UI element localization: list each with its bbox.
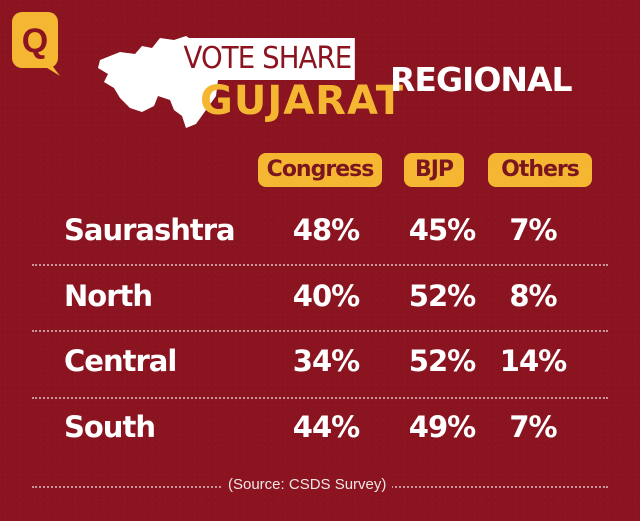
chart-subtitle: GUJARAT xyxy=(200,78,405,124)
row-label-central: Central xyxy=(64,344,177,378)
source-note: (Source: CSDS Survey) xyxy=(222,474,393,496)
row-label-north: North xyxy=(64,279,153,313)
row-divider xyxy=(32,330,608,332)
row-label-south: South xyxy=(64,410,156,444)
svg-text:Q: Q xyxy=(22,22,48,60)
row-label-saurashtra: Saurashtra xyxy=(64,213,236,247)
cell-central-bjp: 52% xyxy=(408,344,476,378)
cell-saurashtra-bjp: 45% xyxy=(408,213,476,247)
cell-central-others: 14% xyxy=(499,344,567,378)
column-header-congress: Congress xyxy=(258,153,382,187)
cell-south-congress: 44% xyxy=(292,410,360,444)
cell-north-congress: 40% xyxy=(292,279,360,313)
cell-south-others: 7% xyxy=(509,410,557,444)
cell-saurashtra-congress: 48% xyxy=(292,213,360,247)
section-title: REGIONAL xyxy=(390,60,573,99)
row-divider xyxy=(32,264,608,266)
chart-title: VOTE SHARE xyxy=(180,38,355,80)
cell-saurashtra-others: 7% xyxy=(509,213,557,247)
cell-south-bjp: 49% xyxy=(408,410,476,444)
quint-logo-icon: Q xyxy=(8,8,66,82)
cell-central-congress: 34% xyxy=(292,344,360,378)
column-header-bjp: BJP xyxy=(404,153,464,187)
cell-north-others: 8% xyxy=(509,279,557,313)
column-header-others: Others xyxy=(488,153,592,187)
cell-north-bjp: 52% xyxy=(408,279,476,313)
row-divider xyxy=(32,397,608,399)
